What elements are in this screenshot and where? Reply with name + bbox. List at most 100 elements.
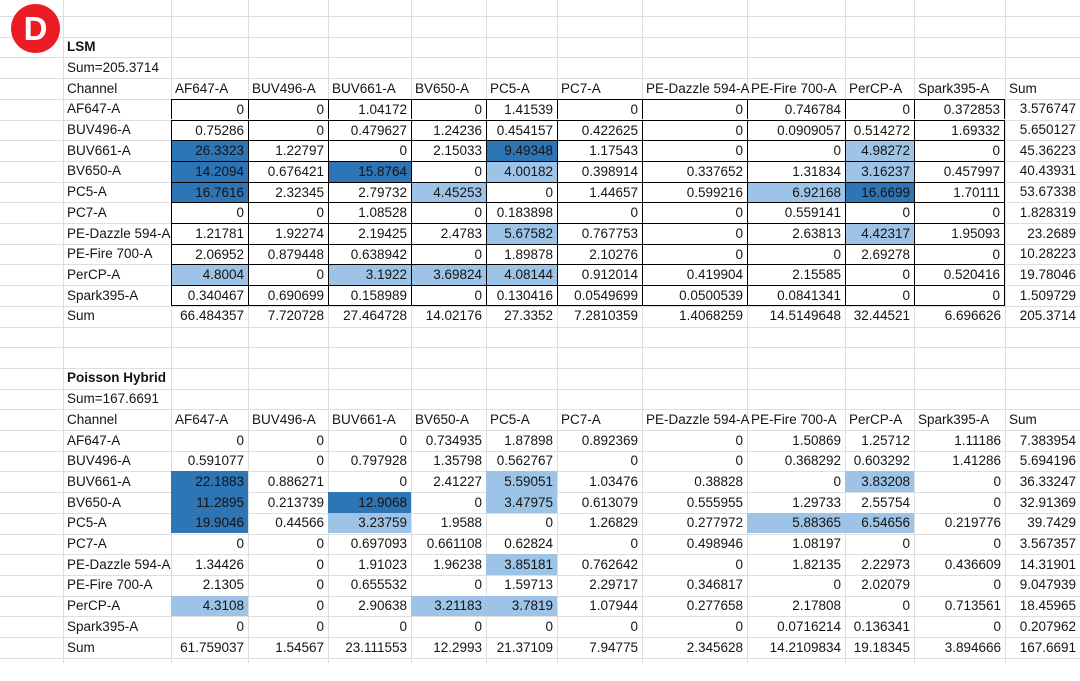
value-cell[interactable]: 0.892369 bbox=[581, 432, 638, 448]
value-cell[interactable]: 0 bbox=[316, 598, 324, 614]
value-cell[interactable]: 0 bbox=[474, 577, 482, 593]
value-cell[interactable]: 2.15585 bbox=[747, 264, 845, 286]
value-cell[interactable]: 0.436609 bbox=[944, 556, 1001, 572]
value-cell[interactable]: 0 bbox=[474, 494, 482, 510]
value-cell[interactable]: 0.419904 bbox=[642, 264, 747, 286]
row-label-cell[interactable]: BUV496-A bbox=[67, 453, 131, 469]
value-cell[interactable]: 0 bbox=[902, 598, 910, 614]
value-cell[interactable]: 2.69278 bbox=[845, 243, 914, 265]
value-cell[interactable]: 0.0909057 bbox=[747, 119, 845, 141]
row-label-cell[interactable]: PC5-A bbox=[67, 515, 107, 531]
value-cell[interactable]: 0.879448 bbox=[248, 243, 328, 265]
table-title[interactable]: Poisson Hybrid bbox=[67, 370, 167, 386]
column-header-cell[interactable]: Sum bbox=[1009, 80, 1037, 96]
value-cell[interactable]: 0.886271 bbox=[267, 473, 324, 489]
value-cell[interactable]: 3.47975 bbox=[486, 492, 557, 513]
value-cell[interactable]: 4.42317 bbox=[845, 223, 914, 244]
row-sum-cell[interactable]: 5.650127 bbox=[1019, 122, 1076, 138]
value-cell[interactable]: 0 bbox=[316, 453, 324, 469]
row-sum-cell[interactable]: 53.67338 bbox=[1019, 184, 1076, 200]
value-cell[interactable]: 0.0841341 bbox=[747, 285, 845, 306]
table-subtitle[interactable]: Sum=205.3714 bbox=[67, 59, 159, 75]
column-header-cell[interactable]: BUV661-A bbox=[332, 80, 396, 96]
value-cell[interactable]: 2.79732 bbox=[328, 181, 411, 203]
value-cell[interactable]: 0 bbox=[411, 202, 486, 223]
value-cell[interactable]: 1.22797 bbox=[248, 140, 328, 161]
value-cell[interactable]: 0.0549699 bbox=[557, 285, 642, 306]
value-cell[interactable]: 1.11186 bbox=[954, 432, 1001, 448]
value-cell[interactable]: 16.7616 bbox=[171, 181, 248, 203]
value-cell[interactable]: 0.75286 bbox=[171, 119, 248, 141]
value-cell[interactable]: 0.797928 bbox=[350, 453, 407, 469]
value-cell[interactable]: 1.44657 bbox=[557, 181, 642, 203]
row-sum-cell[interactable]: 10.28223 bbox=[1019, 246, 1076, 262]
row-sum-cell[interactable]: 1.509729 bbox=[1019, 287, 1076, 303]
value-cell[interactable]: 0 bbox=[993, 473, 1001, 489]
value-cell[interactable]: 0.555955 bbox=[686, 494, 743, 510]
value-cell[interactable]: 3.83208 bbox=[845, 471, 914, 493]
value-cell[interactable]: 1.9588 bbox=[440, 515, 482, 531]
value-cell[interactable]: 11.2895 bbox=[171, 492, 248, 513]
col-sum-cell[interactable]: 19.18345 bbox=[853, 639, 910, 655]
value-cell[interactable]: 0 bbox=[236, 432, 244, 448]
column-header-cell[interactable]: Spark395-A bbox=[918, 411, 990, 427]
value-cell[interactable]: 2.22973 bbox=[861, 556, 910, 572]
value-cell[interactable]: 2.17808 bbox=[792, 598, 841, 614]
value-cell[interactable]: 0.498946 bbox=[686, 536, 743, 552]
row-label-cell[interactable]: PC7-A bbox=[67, 204, 107, 220]
value-cell[interactable]: 0 bbox=[557, 98, 642, 120]
column-header-cell[interactable]: PE-Fire 700-A bbox=[751, 80, 837, 96]
column-header-cell[interactable]: AF647-A bbox=[175, 80, 229, 96]
value-cell[interactable]: 0.638942 bbox=[328, 243, 411, 265]
col-sum-cell[interactable]: 1.54567 bbox=[275, 639, 324, 655]
value-cell[interactable]: 4.45253 bbox=[411, 181, 486, 203]
value-cell[interactable]: 5.67582 bbox=[486, 223, 557, 244]
value-cell[interactable]: 0.457997 bbox=[914, 160, 1005, 182]
row-sum-cell[interactable]: 45.36223 bbox=[1019, 142, 1076, 158]
row-sum-cell[interactable]: 14.31901 bbox=[1019, 556, 1076, 572]
value-cell[interactable]: 0 bbox=[316, 577, 324, 593]
value-cell[interactable]: 2.29717 bbox=[589, 577, 638, 593]
value-cell[interactable]: 0 bbox=[642, 202, 747, 223]
value-cell[interactable]: 0.136341 bbox=[853, 618, 910, 634]
value-cell[interactable]: 0 bbox=[316, 536, 324, 552]
value-cell[interactable]: 0.676421 bbox=[248, 160, 328, 182]
row-label-cell[interactable]: PE-Dazzle 594-A bbox=[67, 225, 171, 241]
value-cell[interactable]: 1.69332 bbox=[914, 119, 1005, 141]
value-cell[interactable]: 1.08528 bbox=[328, 202, 411, 223]
value-cell[interactable]: 0 bbox=[236, 618, 244, 634]
value-cell[interactable]: 4.08144 bbox=[486, 264, 557, 286]
value-cell[interactable]: 14.2094 bbox=[171, 160, 248, 182]
value-cell[interactable]: 0.62824 bbox=[504, 536, 553, 552]
value-cell[interactable]: 0 bbox=[411, 160, 486, 182]
row-sum-cell[interactable]: 18.45965 bbox=[1019, 598, 1076, 614]
value-cell[interactable]: 0 bbox=[642, 223, 747, 244]
value-cell[interactable]: 0.0716214 bbox=[777, 618, 841, 634]
row-sum-cell[interactable]: 0.207962 bbox=[1019, 618, 1076, 634]
value-cell[interactable]: 1.35798 bbox=[433, 453, 482, 469]
value-cell[interactable]: 0 bbox=[630, 536, 638, 552]
value-cell[interactable]: 0.912014 bbox=[557, 264, 642, 286]
value-cell[interactable]: 0.599216 bbox=[642, 181, 747, 203]
value-cell[interactable]: 2.10276 bbox=[557, 243, 642, 265]
column-header-cell[interactable]: BV650-A bbox=[415, 411, 470, 427]
column-header-cell[interactable]: AF647-A bbox=[175, 411, 229, 427]
value-cell[interactable]: 2.90638 bbox=[358, 598, 407, 614]
value-cell[interactable]: 0 bbox=[993, 494, 1001, 510]
row-sum-cell[interactable]: 5.694196 bbox=[1019, 453, 1076, 469]
value-cell[interactable]: 0.277658 bbox=[686, 598, 743, 614]
value-cell[interactable]: 1.26829 bbox=[589, 515, 638, 531]
value-cell[interactable]: 12.9068 bbox=[328, 492, 411, 513]
value-cell[interactable]: 1.24236 bbox=[411, 119, 486, 141]
value-cell[interactable]: 0 bbox=[486, 181, 557, 203]
table-subtitle[interactable]: Sum=167.6691 bbox=[67, 391, 159, 407]
value-cell[interactable]: 5.59051 bbox=[486, 471, 557, 493]
value-cell[interactable]: 1.41539 bbox=[486, 98, 557, 120]
column-header-cell[interactable]: BUV661-A bbox=[332, 411, 396, 427]
row-sum-cell[interactable]: 19.78046 bbox=[1019, 266, 1076, 282]
value-cell[interactable]: 0 bbox=[316, 432, 324, 448]
value-cell[interactable]: 2.55754 bbox=[861, 494, 910, 510]
column-header-cell[interactable]: BUV496-A bbox=[252, 80, 316, 96]
value-cell[interactable]: 2.32345 bbox=[248, 181, 328, 203]
col-sum-cell[interactable]: 61.759037 bbox=[180, 639, 244, 655]
